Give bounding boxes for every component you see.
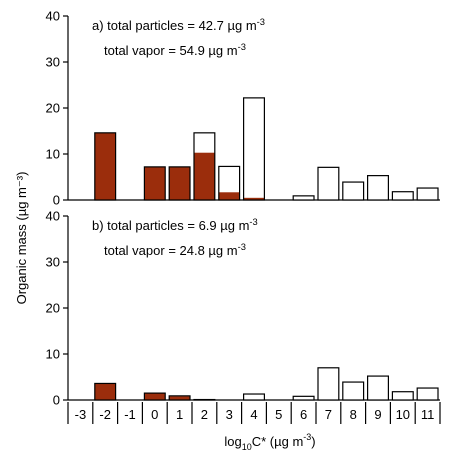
bar-vapor xyxy=(244,394,265,400)
y-tick-label: 20 xyxy=(46,101,60,116)
y-tick-label: 20 xyxy=(46,301,60,316)
bar-vapor xyxy=(318,167,339,200)
bar-vapor xyxy=(417,188,438,200)
x-tick-label: 2 xyxy=(201,407,208,422)
bar-particle xyxy=(95,383,116,400)
x-tick-label: 0 xyxy=(151,407,158,422)
y-tick-label: 30 xyxy=(46,55,60,70)
x-tick-label: -1 xyxy=(124,407,136,422)
x-tick-label: 10 xyxy=(396,407,410,422)
bar-vapor xyxy=(318,368,339,400)
bar-vapor xyxy=(343,382,364,400)
y-tick-label: 0 xyxy=(53,393,60,408)
bar-particle xyxy=(144,167,165,200)
x-tick-label: 1 xyxy=(176,407,183,422)
y-tick-label: 10 xyxy=(46,147,60,162)
x-tick-label: 4 xyxy=(250,407,257,422)
x-tick-label: 7 xyxy=(325,407,332,422)
bar-vapor xyxy=(417,388,438,400)
y-axis-label: Organic mass (µg m⁻³) xyxy=(14,172,29,305)
bar-vapor xyxy=(244,98,265,198)
bar-vapor xyxy=(392,392,413,400)
x-tick-label: 3 xyxy=(226,407,233,422)
x-tick-label: 6 xyxy=(300,407,307,422)
annotation-vapor: total vapor = 54.9 µg m-3 xyxy=(104,42,246,58)
bar-particle xyxy=(194,153,215,200)
y-tick-label: 40 xyxy=(46,209,60,224)
bar-vapor xyxy=(368,176,389,200)
bar-particle xyxy=(169,167,190,200)
x-tick-label: -3 xyxy=(75,407,87,422)
y-tick-label: 40 xyxy=(46,9,60,24)
y-tick-label: 10 xyxy=(46,347,60,362)
bar-vapor xyxy=(392,192,413,200)
y-tick-label: 0 xyxy=(53,193,60,208)
bar-vapor xyxy=(343,182,364,200)
bar-particle xyxy=(144,393,165,400)
annotation-particles: a) total particles = 42.7 µg m-3 xyxy=(92,17,265,33)
bar-vapor xyxy=(293,196,314,200)
bar-particle xyxy=(219,192,240,200)
bar-vapor xyxy=(219,166,240,192)
bar-vapor xyxy=(194,133,215,153)
annotation-vapor: total vapor = 24.8 µg m-3 xyxy=(104,242,246,258)
annotation-particles: b) total particles = 6.9 µg m-3 xyxy=(92,217,258,233)
x-tick-label: 8 xyxy=(350,407,357,422)
x-tick-label: -2 xyxy=(99,407,111,422)
bar-vapor xyxy=(368,376,389,400)
x-tick-label: 5 xyxy=(275,407,282,422)
y-tick-label: 30 xyxy=(46,255,60,270)
x-tick-label: 11 xyxy=(421,407,435,422)
bar-particle xyxy=(95,133,116,200)
x-tick-label: 9 xyxy=(374,407,381,422)
